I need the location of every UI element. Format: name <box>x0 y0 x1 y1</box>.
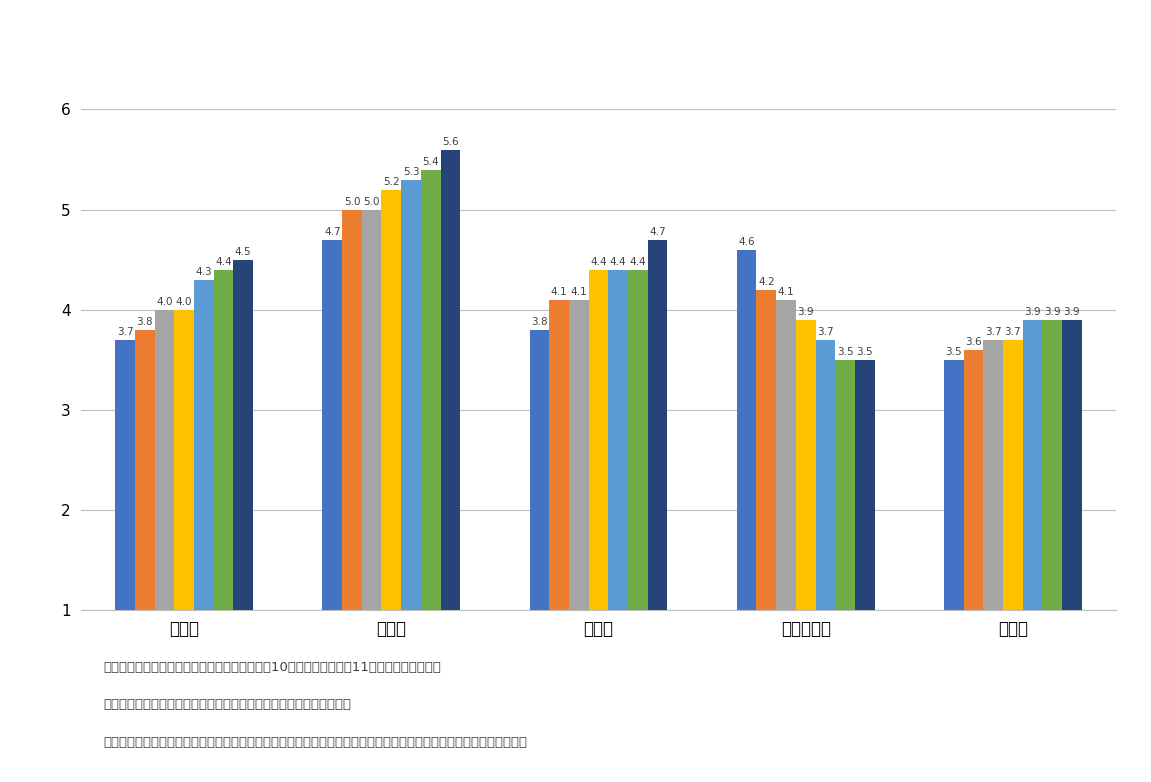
Bar <box>648 239 668 610</box>
Bar <box>983 339 1003 610</box>
Bar <box>836 360 855 610</box>
Text: 3.7: 3.7 <box>116 327 134 337</box>
Text: 4.2: 4.2 <box>759 277 775 287</box>
Bar <box>342 210 361 610</box>
Bar <box>154 310 174 610</box>
Bar <box>421 170 441 610</box>
Bar <box>776 300 795 610</box>
Text: 3.9: 3.9 <box>1044 307 1060 317</box>
Bar <box>1023 320 1043 610</box>
Bar <box>737 249 756 610</box>
Bar <box>381 189 402 610</box>
Bar <box>756 289 776 610</box>
Text: 5.4: 5.4 <box>422 156 439 167</box>
Text: 3.8: 3.8 <box>531 317 548 327</box>
Bar <box>1062 320 1082 610</box>
Text: 5.6: 5.6 <box>442 137 459 146</box>
Bar <box>402 180 421 610</box>
Text: 4.5: 4.5 <box>235 246 252 256</box>
Bar <box>1043 320 1062 610</box>
Bar <box>174 310 195 610</box>
Bar <box>628 270 648 610</box>
Text: 4.1: 4.1 <box>551 287 567 296</box>
Text: 4.4: 4.4 <box>590 256 607 267</box>
Text: 注）　縦軸の５つの性格要素のスコアは１から７の間の数値をとり、数値が大きい方が性格要素が強いことを意味する: 注） 縦軸の５つの性格要素のスコアは１から７の間の数値をとり、数値が大きい方が性… <box>104 736 527 749</box>
Bar <box>795 320 816 610</box>
Bar <box>963 350 983 610</box>
Text: 3.9: 3.9 <box>798 307 814 317</box>
Text: 3.9: 3.9 <box>1064 307 1081 317</box>
Text: 4.0: 4.0 <box>157 296 173 307</box>
Bar <box>135 330 154 610</box>
Text: 3.9: 3.9 <box>1024 307 1041 317</box>
Text: 3.5: 3.5 <box>945 346 962 357</box>
Bar <box>214 270 234 610</box>
Bar <box>855 360 875 610</box>
Text: 3.6: 3.6 <box>966 337 982 346</box>
Text: 4.4: 4.4 <box>630 256 646 267</box>
Bar <box>322 239 342 610</box>
Text: 4.4: 4.4 <box>215 256 231 267</box>
Text: 4.1: 4.1 <box>778 287 794 296</box>
Bar <box>549 300 569 610</box>
Bar <box>1003 339 1023 610</box>
Text: 3.7: 3.7 <box>1005 327 1021 337</box>
Text: 3.7: 3.7 <box>817 327 833 337</box>
Text: 5.2: 5.2 <box>383 177 399 187</box>
Text: 4.4: 4.4 <box>610 256 626 267</box>
Bar <box>609 270 628 610</box>
Text: 4.7: 4.7 <box>323 227 341 237</box>
Bar <box>944 360 963 610</box>
Text: 4.0: 4.0 <box>176 296 192 307</box>
Text: 5.0: 5.0 <box>344 196 360 206</box>
Bar <box>441 149 460 610</box>
Text: 3.5: 3.5 <box>856 346 874 357</box>
Text: 5.0: 5.0 <box>364 196 380 206</box>
Text: 4.3: 4.3 <box>196 267 212 277</box>
Bar <box>588 270 609 610</box>
Bar <box>529 330 549 610</box>
Bar <box>361 210 381 610</box>
Text: 4.1: 4.1 <box>571 287 587 296</box>
Text: 3.7: 3.7 <box>985 327 1001 337</box>
Text: 注）　主観的幸福度は、０（とても不幸）かㄆ10（とても幸せ）の11段階で測定した結果: 注） 主観的幸福度は、０（とても不幸）かㄆ10（とても幸せ）の11段階で測定した… <box>104 661 442 674</box>
Text: 4.7: 4.7 <box>649 227 666 237</box>
Bar <box>195 280 214 610</box>
Bar <box>115 339 135 610</box>
Bar <box>816 339 836 610</box>
Bar <box>569 300 588 610</box>
Text: 3.5: 3.5 <box>837 346 853 357</box>
Bar <box>234 260 253 610</box>
Text: 5.3: 5.3 <box>403 167 419 177</box>
Text: 3.8: 3.8 <box>137 317 153 327</box>
Text: 注）　主観的幸福度が０～４は、回答者数が少ないため合計している: 注） 主観的幸福度が０～４は、回答者数が少ないため合計している <box>104 698 351 712</box>
Text: 4.6: 4.6 <box>738 237 755 246</box>
